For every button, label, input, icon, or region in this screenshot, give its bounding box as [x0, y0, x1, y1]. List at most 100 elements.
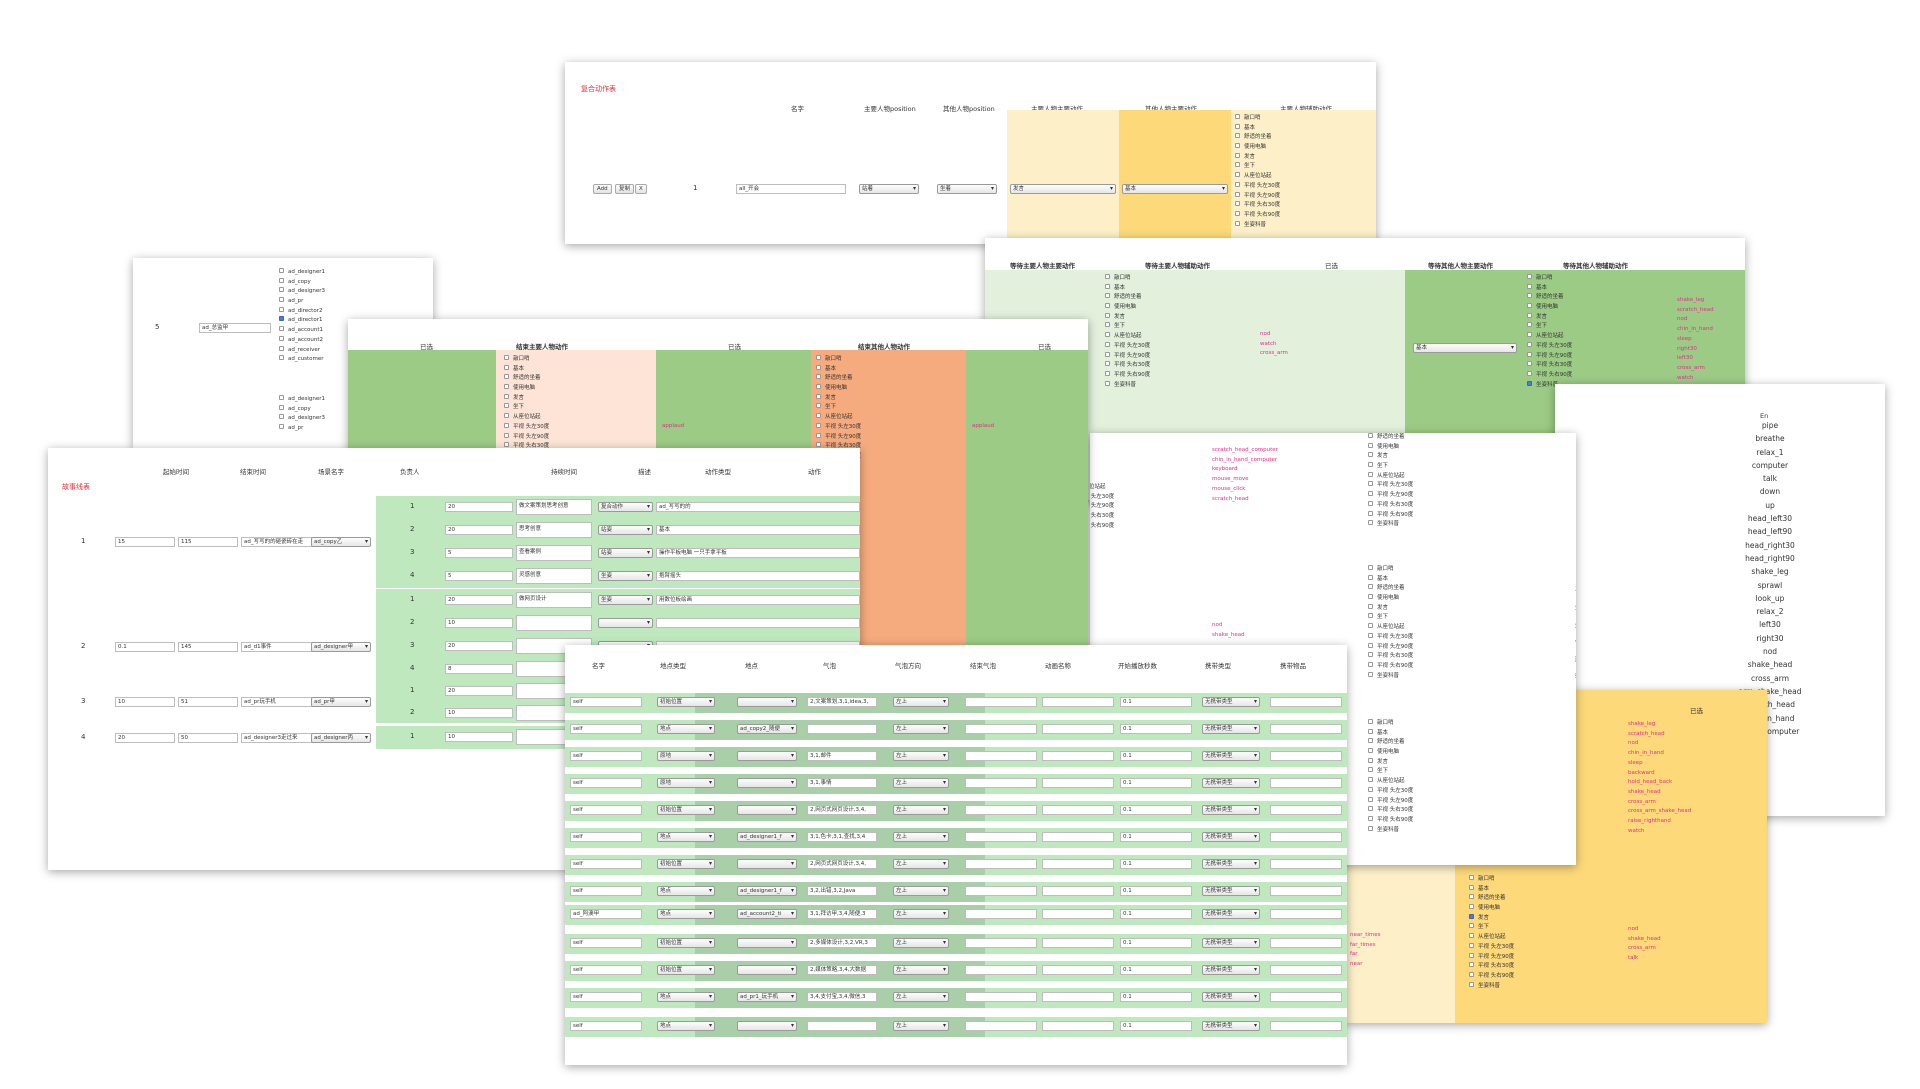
start-seconds-input[interactable]: 0.1	[1120, 805, 1192, 815]
name-input[interactable]: self	[570, 886, 642, 896]
checkbox[interactable]	[1469, 913, 1474, 919]
anim-name-input[interactable]	[1042, 992, 1114, 1002]
carry-type-select[interactable]: 无携带类型	[1202, 697, 1260, 707]
duration-input[interactable]: 20	[445, 525, 513, 535]
checkbox-row[interactable]: 从座位站起	[1368, 623, 1413, 633]
anim-name-input[interactable]	[1042, 805, 1114, 815]
name-input[interactable]: self	[570, 1021, 642, 1031]
checkbox[interactable]	[279, 326, 284, 332]
duration-input[interactable]: 20	[445, 595, 513, 605]
checkbox[interactable]	[1235, 210, 1240, 216]
checkbox[interactable]	[279, 345, 284, 351]
carry-type-select[interactable]: 无携带类型	[1202, 778, 1260, 788]
scene-name-input[interactable]: ad_pr玩手机	[241, 696, 313, 707]
action-type-select[interactable]: 坐姿	[598, 571, 653, 581]
checkbox[interactable]	[1527, 361, 1532, 367]
checkbox[interactable]	[1368, 642, 1373, 648]
carry-type-select[interactable]: 无携带类型	[1202, 886, 1260, 896]
action-type-select[interactable]	[598, 618, 653, 628]
checkbox[interactable]	[1527, 332, 1532, 338]
start-seconds-input[interactable]: 0.1	[1120, 697, 1192, 707]
checkbox[interactable]	[1368, 520, 1373, 526]
role-row[interactable]: ad_receiver	[279, 345, 325, 356]
checkbox[interactable]	[1235, 191, 1240, 197]
start-time-input[interactable]: 15	[115, 537, 175, 547]
action-type-select[interactable]: 坐姿	[598, 595, 653, 605]
anim-name-input[interactable]	[1042, 697, 1114, 707]
role-row[interactable]: ad_designer1	[279, 268, 325, 278]
checkbox-row[interactable]: 坐姿科普	[1235, 220, 1280, 231]
checkbox-row[interactable]: 平视 头右90度	[1469, 971, 1514, 982]
checkbox-row[interactable]: 平视 头左90度	[1469, 952, 1514, 963]
checkbox-row[interactable]: 敲口哨	[1469, 875, 1514, 885]
checkbox[interactable]	[1469, 875, 1474, 880]
start-seconds-input[interactable]: 0.1	[1120, 909, 1192, 919]
checkbox[interactable]	[504, 384, 509, 390]
carry-item-input[interactable]	[1270, 909, 1342, 919]
checkbox[interactable]	[816, 442, 821, 448]
checkbox[interactable]	[1235, 201, 1240, 207]
checkbox-row[interactable]: 平视 头右30度	[1368, 652, 1413, 662]
checkbox[interactable]	[1368, 806, 1373, 812]
checkbox-row[interactable]: 坐姿科普	[1368, 671, 1413, 682]
checkbox-row[interactable]: 从座位站起	[1368, 777, 1413, 787]
carry-item-input[interactable]	[1270, 1021, 1342, 1031]
checkbox[interactable]	[504, 442, 509, 448]
carry-type-select[interactable]: 无携带类型	[1202, 805, 1260, 815]
role-row[interactable]: ad_pr	[279, 424, 325, 434]
checkbox-row[interactable]: 平视 头右90度	[1105, 370, 1150, 381]
checkbox-row[interactable]: 平视 头右30度	[1105, 361, 1150, 371]
name-input[interactable]: self	[570, 965, 642, 975]
description-textarea[interactable]: 思考创意	[516, 522, 592, 538]
bubble-input[interactable]: 3,4,支付宝,3,4,微信,3	[807, 992, 877, 1002]
bubble-dir-select[interactable]: 左上	[893, 859, 949, 869]
end-bubble-input[interactable]	[965, 751, 1037, 761]
action-input[interactable]: 基本	[656, 525, 860, 535]
duration-input[interactable]: 5	[445, 571, 513, 581]
checkbox[interactable]	[279, 355, 284, 361]
carry-item-input[interactable]	[1270, 832, 1342, 842]
checkbox[interactable]	[1105, 351, 1110, 357]
checkbox-row[interactable]: 坐姿科普	[1105, 380, 1150, 391]
checkbox[interactable]	[1368, 719, 1373, 724]
checkbox[interactable]	[279, 395, 284, 400]
checkbox-row[interactable]: 从座位站起	[816, 413, 861, 423]
description-textarea[interactable]: 查看案例	[516, 545, 592, 561]
bubble-input[interactable]: 2,网页式网页设计,3,4,	[807, 859, 877, 869]
checkbox[interactable]	[1235, 220, 1240, 226]
place-select[interactable]: ad_pr1_玩手机	[737, 992, 797, 1002]
checkbox[interactable]	[1368, 815, 1373, 821]
end-time-input[interactable]: 51	[178, 696, 238, 707]
checkbox[interactable]	[816, 355, 821, 360]
checkbox-row[interactable]: 使用电脑	[1235, 143, 1280, 153]
checkbox[interactable]	[1368, 584, 1373, 590]
duration-input[interactable]: 8	[445, 664, 513, 674]
action-input[interactable]	[656, 618, 860, 628]
checkbox[interactable]	[279, 316, 284, 322]
checkbox[interactable]	[279, 277, 284, 283]
checkbox-row[interactable]: 发言	[1368, 757, 1413, 768]
name-input[interactable]: self	[570, 724, 642, 734]
end-bubble-input[interactable]	[965, 778, 1037, 788]
duration-input[interactable]: 20	[445, 686, 513, 696]
checkbox-row[interactable]: 发言	[1527, 312, 1572, 323]
checkbox[interactable]	[279, 335, 284, 341]
checkbox-row[interactable]: 平视 头左30度	[1368, 632, 1413, 643]
end-time-input[interactable]: 145	[178, 641, 238, 652]
checkbox[interactable]	[1469, 884, 1474, 890]
checkbox-row[interactable]: 使用电脑	[1368, 594, 1413, 604]
name-input[interactable]: self	[570, 751, 642, 761]
end-bubble-input[interactable]	[965, 938, 1037, 948]
checkbox-row[interactable]: 平视 头左30度	[1368, 786, 1413, 797]
bubble-input[interactable]: 3,1,邮件	[807, 751, 877, 761]
checkbox[interactable]	[1368, 481, 1373, 487]
place-type-select[interactable]: 地点	[657, 992, 715, 1002]
name-input[interactable]: self	[570, 805, 642, 815]
checkbox[interactable]	[504, 364, 509, 370]
checkbox-row[interactable]: 从座位站起	[1105, 332, 1150, 342]
duration-input[interactable]: 10	[445, 732, 513, 742]
owner-select[interactable]: ad_designer丙	[311, 732, 371, 743]
checkbox-row[interactable]: 敲口哨	[1105, 274, 1150, 284]
checkbox[interactable]	[1368, 728, 1373, 734]
place-select[interactable]	[737, 1021, 797, 1031]
